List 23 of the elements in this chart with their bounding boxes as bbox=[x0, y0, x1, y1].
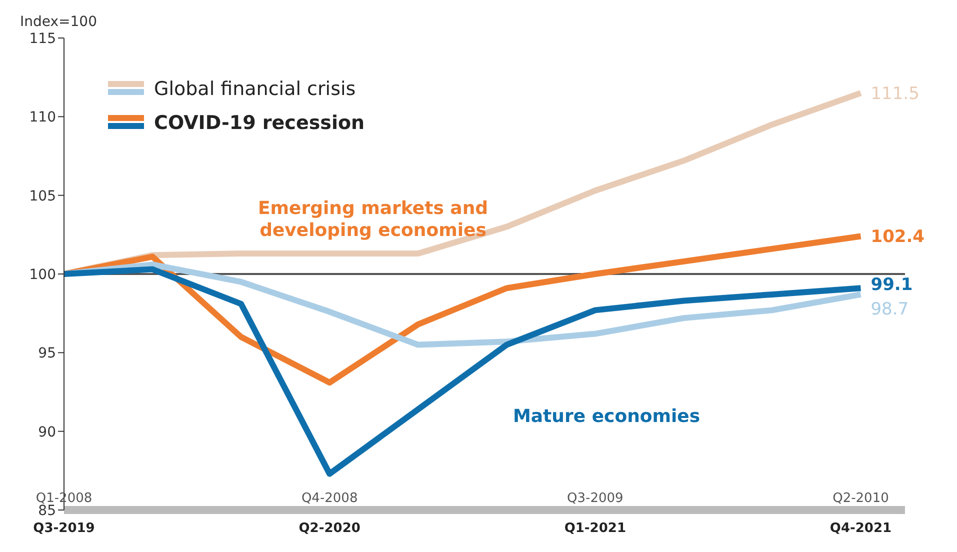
y-tick-label: 95 bbox=[38, 346, 56, 362]
y-tick-label: 85 bbox=[38, 502, 56, 519]
y-axis-title: Index=100 bbox=[20, 14, 97, 30]
data-label: 99.1 bbox=[870, 275, 913, 296]
annotation: Q3-2009 bbox=[567, 491, 624, 506]
annotation: Q4-2008 bbox=[301, 491, 358, 506]
data-label: 111.5 bbox=[870, 84, 920, 104]
x-tick-label: Q1-2021 bbox=[564, 521, 626, 536]
data-label: 98.7 bbox=[870, 299, 909, 320]
x-tick-label: Q2-2020 bbox=[298, 521, 360, 536]
legend-label: Global financial crisis bbox=[154, 78, 356, 100]
y-tick-label: 105 bbox=[29, 188, 56, 204]
annotation: Emerging markets and developing economies bbox=[258, 198, 488, 241]
legend-label: COVID-19 recession bbox=[154, 112, 365, 134]
x-tick-label: Q3-2019 bbox=[33, 521, 95, 536]
annotation: Q2-2010 bbox=[832, 491, 889, 506]
y-tick-label: 110 bbox=[29, 110, 56, 126]
data-label: 102.4 bbox=[870, 227, 925, 248]
y-tick-label: 100 bbox=[29, 266, 56, 283]
annotation: Mature economies bbox=[513, 406, 700, 427]
x-tick-label: Q4-2021 bbox=[830, 521, 892, 536]
y-tick-label: 115 bbox=[29, 30, 56, 47]
y-tick-label: 90 bbox=[38, 424, 56, 440]
